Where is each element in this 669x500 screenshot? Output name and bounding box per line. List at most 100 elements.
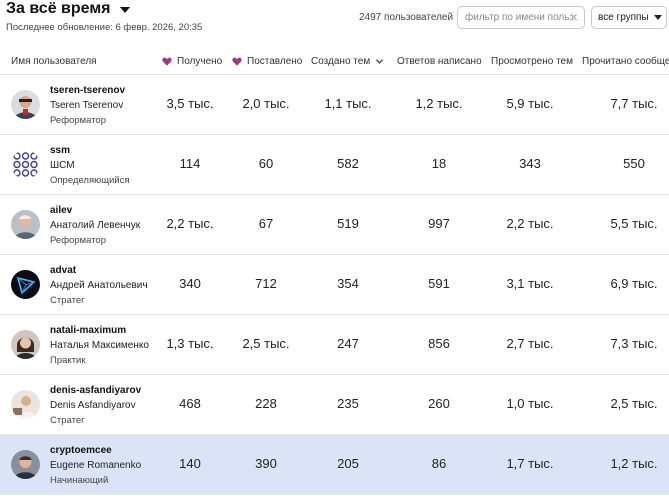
column-label: Ответов написано: [397, 56, 482, 67]
replies-value: 18: [431, 156, 447, 171]
given-value: 390: [255, 456, 277, 471]
username-filter-input[interactable]: [457, 6, 585, 29]
received-value: 140: [179, 456, 201, 471]
column-label: Прочитано сообщений: [582, 56, 669, 67]
column-label: Просмотрено тем: [491, 56, 573, 67]
user-level: Определяющийся: [50, 175, 130, 186]
received-value: 1,3 тыс.: [166, 336, 214, 351]
avatar[interactable]: [11, 90, 40, 119]
user-count: 2497 пользователей: [359, 12, 454, 23]
sort-down-icon: [376, 59, 384, 64]
user-full-name: ШСМ: [50, 160, 75, 171]
username-link[interactable]: tseren-tserenov: [50, 85, 126, 96]
received-value: 114: [179, 156, 201, 171]
heart-icon: [162, 57, 172, 66]
user-full-name: Tseren Tserenov: [50, 100, 124, 111]
topics-value: 205: [337, 456, 359, 471]
viewed-value: 2,7 тыс.: [506, 336, 554, 351]
received-value: 3,5 тыс.: [166, 96, 214, 111]
read-value: 7,3 тыс.: [610, 336, 658, 351]
column-label: Поставлено: [247, 56, 303, 67]
received-value: 468: [179, 396, 201, 411]
topics-value: 582: [337, 156, 359, 171]
given-value: 2,0 тыс.: [242, 96, 290, 111]
table-row: advat Андрей Анатольевич Стратег 340 712…: [0, 255, 669, 315]
column-replies[interactable]: Ответов написано: [397, 56, 482, 67]
read-value: 5,5 тыс.: [610, 216, 658, 231]
user-full-name: Анатолий Левенчук: [50, 220, 141, 231]
avatar[interactable]: [11, 330, 40, 359]
column-username[interactable]: Имя пользователя: [11, 56, 97, 67]
replies-value: 86: [431, 456, 447, 471]
group-select[interactable]: все группы: [591, 6, 667, 29]
column-read[interactable]: Прочитано сообщений: [582, 56, 669, 67]
group-select-value: все группы: [598, 12, 649, 23]
table-row: denis-asfandiyarov Denis Asfandiyarov Ст…: [0, 375, 669, 435]
viewed-value: 5,9 тыс.: [506, 96, 554, 111]
last-updated: Последнее обновление: 6 февр. 2026, 20:3…: [6, 22, 203, 33]
column-label: Получено: [177, 56, 223, 67]
user-level: Реформатор: [50, 115, 107, 126]
user-level: Практик: [50, 355, 86, 366]
replies-value: 856: [428, 336, 450, 351]
avatar[interactable]: [11, 390, 40, 419]
replies-value: 591: [428, 276, 450, 291]
period-selector[interactable]: За всё время: [6, 0, 130, 18]
user-full-name: Denis Asfandiyarov: [50, 400, 136, 411]
read-value: 1,2 тыс.: [610, 456, 658, 471]
table-row: ssm ШСМ Определяющийся 114 60 582 18 343…: [0, 135, 669, 195]
avatar[interactable]: [11, 270, 40, 299]
column-received[interactable]: Получено: [162, 56, 222, 67]
viewed-value: 343: [519, 156, 541, 171]
column-label: Создано тем: [311, 56, 371, 67]
user-full-name: Наталья Максименко: [50, 340, 149, 351]
topics-value: 1,1 тыс.: [324, 96, 372, 111]
viewed-value: 3,1 тыс.: [506, 276, 554, 291]
page-header: За всё время Последнее обновление: 6 фев…: [0, 0, 669, 44]
topics-value: 354: [337, 276, 359, 291]
heart-icon: [232, 57, 242, 66]
table-row-current-user: cryptoemcee Eugene Romanenko Начинающий …: [0, 435, 669, 495]
topics-value: 247: [337, 336, 359, 351]
column-label: Имя пользователя: [11, 56, 97, 67]
given-value: 712: [255, 276, 277, 291]
viewed-value: 1,0 тыс.: [506, 396, 554, 411]
replies-value: 997: [428, 216, 450, 231]
read-value: 6,9 тыс.: [610, 276, 658, 291]
column-topics[interactable]: Создано тем: [311, 56, 384, 67]
avatar[interactable]: [11, 450, 40, 479]
username-link[interactable]: cryptoemcee: [50, 445, 112, 456]
table-row: tseren-tserenov Tseren Tserenov Реформат…: [0, 75, 669, 135]
username-link[interactable]: ssm: [50, 145, 71, 156]
replies-value: 1,2 тыс.: [415, 96, 463, 111]
received-value: 340: [179, 276, 201, 291]
given-value: 228: [255, 396, 277, 411]
chevron-down-icon: [119, 7, 130, 13]
column-viewed[interactable]: Просмотрено тем: [491, 56, 573, 67]
page-title: За всё время: [6, 0, 111, 17]
viewed-value: 1,7 тыс.: [506, 456, 554, 471]
username-link[interactable]: natali-maximum: [50, 325, 127, 336]
read-value: 7,7 тыс.: [610, 96, 658, 111]
user-level: Начинающий: [50, 475, 109, 486]
user-full-name: Андрей Анатольевич: [50, 280, 148, 291]
chevron-down-icon: [653, 15, 662, 20]
replies-value: 260: [428, 396, 450, 411]
topics-value: 519: [337, 216, 359, 231]
column-given[interactable]: Поставлено: [232, 56, 302, 67]
read-value: 2,5 тыс.: [610, 396, 658, 411]
username-link[interactable]: denis-asfandiyarov: [50, 385, 142, 396]
avatar[interactable]: [11, 210, 40, 239]
read-value: 550: [623, 156, 645, 171]
table-row: ailev Анатолий Левенчук Реформатор 2,2 т…: [0, 195, 669, 255]
user-level: Стратег: [50, 295, 85, 306]
given-value: 2,5 тыс.: [242, 336, 290, 351]
username-link[interactable]: ailev: [50, 205, 73, 216]
avatar[interactable]: [11, 150, 40, 179]
username-link[interactable]: advat: [50, 265, 77, 276]
user-level: Стратег: [50, 415, 85, 426]
received-value: 2,2 тыс.: [166, 216, 214, 231]
viewed-value: 2,2 тыс.: [506, 216, 554, 231]
table-header: Имя пользователя Получено Поставлено Соз…: [0, 48, 669, 75]
given-value: 67: [258, 216, 274, 231]
